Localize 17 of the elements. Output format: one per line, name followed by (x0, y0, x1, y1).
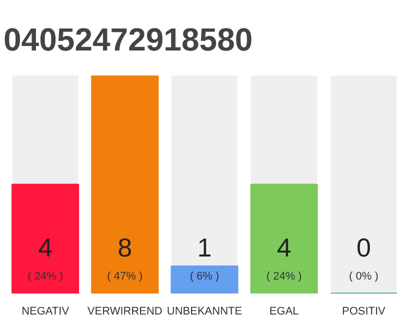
data-label: 8 (118, 232, 132, 262)
x-tick-label: UNBEKANNTE (166, 306, 242, 318)
bar (170, 266, 238, 294)
x-tick-label: VERWIRREND (87, 306, 162, 318)
annotation: ( 6% ) (190, 270, 220, 282)
x-tick-label: EGAL (269, 306, 299, 318)
x-tick-label: POSITIV (342, 306, 386, 318)
data-label: 4 (38, 232, 53, 262)
x-tick-label: NEGATIV (22, 306, 70, 318)
annotation: ( 0% ) (349, 270, 378, 282)
data-label: 1 (197, 232, 212, 262)
chart-title: 04052472918580 (4, 22, 253, 58)
annotation: ( 24% ) (266, 270, 302, 282)
annotation: ( 47% ) (107, 270, 143, 282)
annotation: ( 24% ) (28, 270, 64, 282)
data-label: 0 (356, 232, 371, 262)
data-label: 4 (276, 232, 292, 262)
